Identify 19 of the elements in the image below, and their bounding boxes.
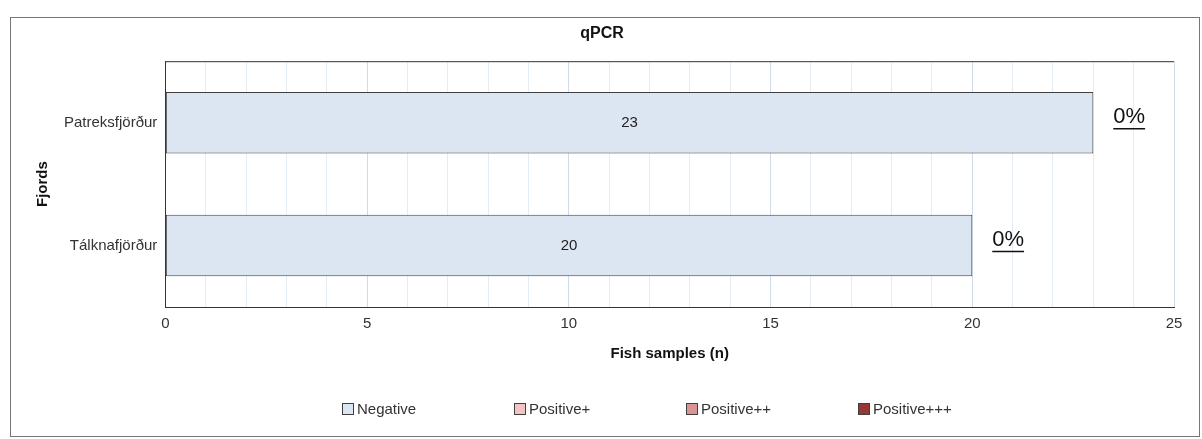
legend-label: Positive+++	[873, 400, 952, 417]
y-axis-title: Fjords	[33, 161, 51, 208]
x-tick-label: 5	[362, 314, 372, 332]
y-tick-label: Patreksfjörður	[63, 112, 158, 130]
x-tick-label: 0	[161, 314, 170, 332]
legend-label: Positive+	[529, 400, 591, 417]
x-tick-label: 25	[1165, 314, 1183, 332]
data-label: 23	[621, 112, 638, 130]
x-tick-label: 15	[762, 314, 779, 332]
legend-label: Negative	[357, 400, 417, 417]
data-label: 20	[560, 235, 578, 253]
legend-label: Positive++	[701, 400, 772, 417]
x-axis-title: Fish samples (n)	[610, 344, 729, 362]
y-tick-label: Tálknafjörður	[69, 235, 158, 253]
x-tick-label: 10	[560, 314, 578, 332]
chart-title: qPCR	[580, 24, 625, 42]
annotation: 0%	[1113, 102, 1146, 128]
annotation: 0%	[992, 225, 1025, 251]
x-tick-label: 20	[963, 314, 981, 332]
